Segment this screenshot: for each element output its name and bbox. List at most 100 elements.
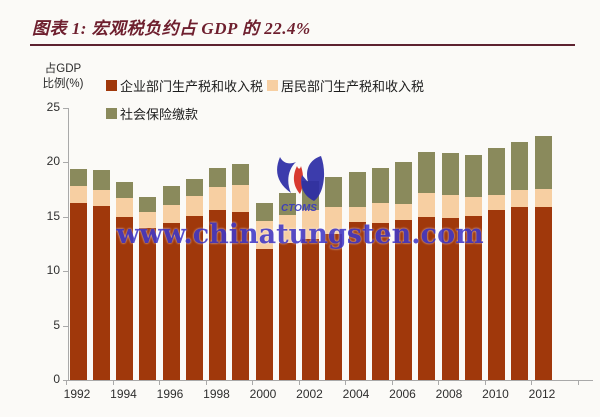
bar-2005: [371, 167, 389, 380]
bar-segment: [348, 222, 366, 380]
bar-2003: [325, 176, 343, 380]
bar-segment: [255, 249, 273, 380]
bar-segment: [185, 196, 203, 216]
bar-segment: [441, 217, 459, 380]
bar-segment: [441, 152, 459, 196]
legend-item-social-insurance: 社会保险缴款: [106, 104, 198, 123]
bar-segment: [69, 186, 87, 203]
bar-segment: [278, 242, 296, 380]
x-tick-label: 2000: [249, 387, 277, 401]
y-axis-title: 占GDP 比例(%): [36, 62, 90, 92]
bar-segment: [488, 148, 505, 196]
bar-segment: [139, 197, 157, 213]
logo-text: CTOMS: [281, 203, 317, 214]
bar-segment: [69, 168, 87, 187]
bar-segment: [348, 172, 366, 208]
bar-1996: [162, 186, 180, 380]
bar-segment: [371, 223, 389, 380]
bar-segment: [209, 167, 226, 188]
legend-item-enterprise-tax: 企业部门生产税和收入税: [106, 76, 263, 95]
bar-segment: [302, 238, 319, 380]
bar-segment: [325, 234, 343, 380]
bar-segment: [209, 210, 226, 380]
legend-item-household-tax: 居民部门生产税和收入税: [267, 76, 424, 95]
figure-title: 图表 1: 宏观税负约占 GDP 的 22.4%: [32, 19, 311, 38]
bar-segment: [116, 216, 133, 380]
bar-2001: [278, 192, 296, 380]
bar-segment: [232, 185, 250, 213]
bar-1994: [116, 182, 133, 380]
title-underline: [30, 44, 575, 46]
y-tick-mark: [63, 380, 68, 381]
y-tick-label: 10: [46, 263, 60, 278]
bar-segment: [278, 214, 296, 243]
bar-1997: [185, 178, 203, 380]
legend-row-1: 企业部门生产税和收入税 居民部门生产税和收入税: [106, 76, 428, 95]
y-tick-label: 5: [53, 317, 60, 332]
bar-segment: [278, 192, 296, 215]
bar-segment: [464, 197, 482, 216]
bar-segment: [441, 195, 459, 218]
x-tick-label: 2002: [296, 387, 323, 401]
bar-segment: [185, 178, 203, 197]
y-tick-mark: [63, 162, 68, 164]
y-tick-label: 20: [46, 154, 60, 169]
y-tick-mark: [63, 325, 68, 327]
x-tick-label: 1994: [110, 387, 137, 401]
bar-segment: [325, 207, 343, 235]
y-tick-label: 15: [46, 208, 60, 223]
bar-2010: [488, 148, 505, 380]
x-tick-mark: [484, 381, 486, 385]
x-tick-mark: [298, 381, 300, 385]
bar-1993: [92, 170, 110, 380]
legend-swatch-social-insurance-icon: [106, 108, 117, 119]
bar-segment: [325, 176, 343, 208]
bar-segment: [232, 212, 250, 380]
x-tick-label: 2010: [482, 387, 509, 401]
x-tick-mark: [438, 381, 439, 385]
y-axis-title-line2: 比例(%): [42, 78, 84, 90]
bar-segment: [302, 210, 319, 239]
bar-segment: [348, 207, 366, 223]
bar-segment: [534, 188, 552, 208]
bar-segment: [92, 170, 110, 190]
bar-segment: [488, 195, 505, 211]
bar-segment: [511, 141, 529, 190]
y-tick-mark: [63, 216, 68, 218]
x-tick-mark: [66, 381, 67, 385]
bar-1992: [69, 168, 87, 380]
bar-segment: [395, 162, 412, 204]
x-tick-mark: [577, 381, 579, 385]
legend-swatch-household-tax-icon: [267, 80, 279, 91]
bar-segment: [139, 212, 157, 228]
bar-segment: [418, 192, 436, 217]
x-tick-label: 1992: [63, 387, 91, 401]
bar-segment: [395, 203, 412, 221]
bar-1998: [209, 167, 226, 380]
x-tick-label: 2006: [389, 387, 416, 401]
y-tick-label: 0: [53, 372, 60, 386]
y-tick-mark: [63, 108, 68, 109]
bar-2007: [418, 151, 436, 380]
x-tick-mark: [252, 381, 253, 385]
bar-segment: [534, 207, 552, 380]
bar-segment: [162, 223, 180, 380]
bar-segment: [371, 167, 389, 203]
bar-segment: [162, 204, 180, 224]
bar-2012: [534, 136, 552, 380]
bar-segment: [418, 151, 436, 193]
bar-2008: [441, 152, 459, 380]
x-tick-mark: [159, 381, 160, 385]
plot-area: [68, 108, 593, 381]
bar-2000: [255, 202, 273, 380]
x-tick-label: 1996: [156, 387, 184, 401]
bar-2006: [395, 162, 412, 380]
x-tick-mark: [112, 381, 114, 385]
watermark-url: www.chinatungsten.com: [116, 219, 484, 250]
bar-segment: [162, 186, 180, 205]
bar-segment: [92, 205, 110, 380]
bar-segment: [418, 216, 436, 380]
legend-swatch-enterprise-tax-icon: [106, 80, 117, 91]
legend-label-household-tax: 居民部门生产税和收入税: [281, 79, 425, 94]
